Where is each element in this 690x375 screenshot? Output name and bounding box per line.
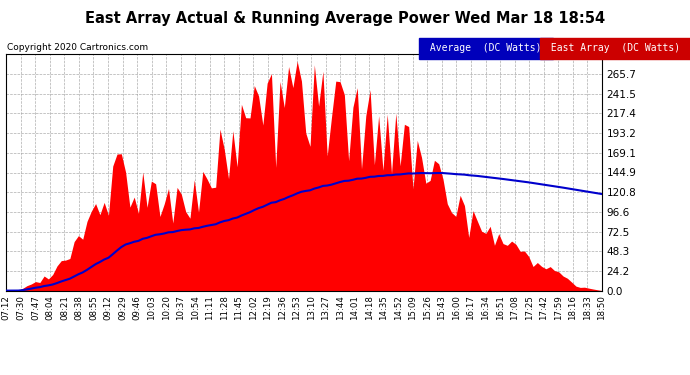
Text: East Array  (DC Watts): East Array (DC Watts): [545, 43, 686, 53]
Text: Copyright 2020 Cartronics.com: Copyright 2020 Cartronics.com: [7, 43, 148, 52]
Text: Average  (DC Watts): Average (DC Watts): [424, 43, 548, 53]
Text: East Array Actual & Running Average Power Wed Mar 18 18:54: East Array Actual & Running Average Powe…: [85, 11, 605, 26]
